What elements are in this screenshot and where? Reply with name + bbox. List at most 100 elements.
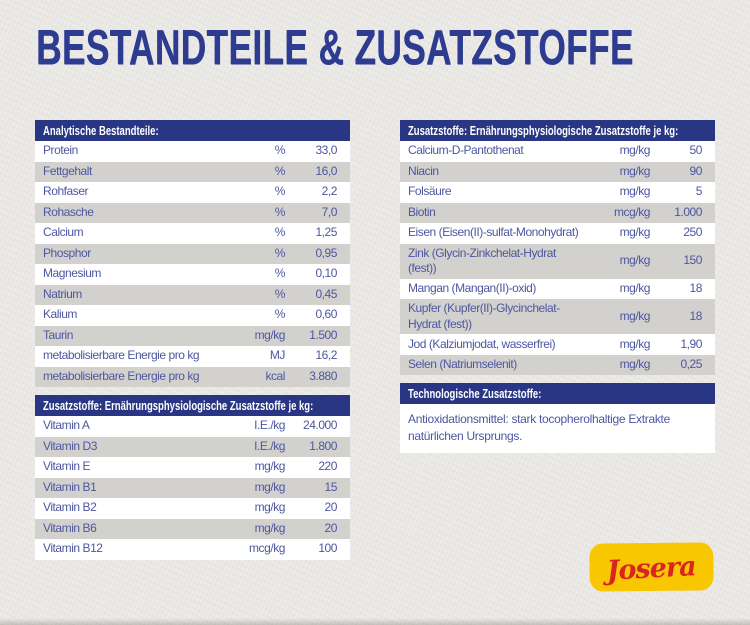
table-row: Vitamin E mg/kg 220 <box>35 457 350 478</box>
row-label: Rohfaser <box>43 184 89 199</box>
analytical-table-body: Protein % 33,0 Fettgehalt % 16,0 Rohfase… <box>35 141 350 387</box>
table-row: Vitamin A I.E./kg 24.000 <box>35 416 350 437</box>
table-row: Rohasche % 7,0 <box>35 202 350 223</box>
row-unit: MJ <box>269 348 286 363</box>
row-value: 16,0 <box>315 163 337 178</box>
row-value: 24.000 <box>302 418 337 433</box>
table-row: Eisen (Eisen(II)-sulfat-Monohydrat) mg/k… <box>400 223 715 244</box>
row-value: 250 <box>683 225 702 240</box>
row-value: 1,90 <box>680 336 702 351</box>
row-value: 50 <box>689 143 703 158</box>
row-value: 0,60 <box>315 307 337 322</box>
minerals-table-header-text: Zusatzstoffe: Ernährungsphysiologische Z… <box>408 123 679 138</box>
row-unit: mg/kg <box>619 225 651 240</box>
row-unit: % <box>274 245 286 260</box>
analytical-table: Analytische Bestandteile: Protein % 33,0… <box>35 120 350 387</box>
row-value: 33,0 <box>315 143 337 158</box>
row-label: Biotin <box>408 204 436 219</box>
technological-table-header: Technologische Zusatzstoffe: <box>400 383 715 405</box>
minerals-table: Zusatzstoffe: Ernährungsphysiologische Z… <box>400 120 715 376</box>
row-value: 5 <box>695 184 703 199</box>
table-row: metabolisierbare Energie pro kg kcal 3.8… <box>35 366 350 387</box>
table-row: Folsäure mg/kg 5 <box>400 182 715 203</box>
table-row: Vitamin B6 mg/kg 20 <box>35 518 350 539</box>
row-label: Natrium <box>43 286 82 301</box>
row-label: Jod (Kalziumjodat, wasserfrei) <box>408 336 556 351</box>
vitamins-table-header: Zusatzstoffe: Ernährungsphysiologische Z… <box>35 395 350 416</box>
row-label: Rohasche <box>43 204 94 219</box>
row-unit: mg/kg <box>254 500 286 515</box>
row-unit: I.E./kg <box>254 438 285 453</box>
table-row: Magnesium % 0,10 <box>35 264 350 285</box>
row-label: Vitamin B12 <box>43 541 103 556</box>
row-value: 0,95 <box>315 245 337 260</box>
row-unit: I.E./kg <box>254 418 285 433</box>
row-label: Folsäure <box>408 184 452 199</box>
row-unit: mcg/kg <box>249 541 285 556</box>
josera-logo-image: Josera <box>589 542 714 592</box>
row-label: Vitamin A <box>43 418 90 433</box>
table-row: Kupfer (Kupfer(II)-Glycinchelat-Hydrat (… <box>400 299 715 335</box>
row-unit: mg/kg <box>619 143 651 158</box>
row-value: 16,2 <box>315 348 337 363</box>
row-value: 0,10 <box>315 266 337 281</box>
row-unit: mg/kg <box>619 308 651 323</box>
analytical-table-header: Analytische Bestandteile: <box>35 120 350 141</box>
row-label: Mangan (Mangan(II)-oxid) <box>408 281 536 296</box>
table-row: Vitamin B2 mg/kg 20 <box>35 498 350 519</box>
row-label: Vitamin B2 <box>43 500 97 515</box>
row-label: Magnesium <box>43 266 101 281</box>
row-label: Vitamin E <box>43 459 91 474</box>
table-row: Calcium-D-Pantothenat mg/kg 50 <box>400 141 715 162</box>
row-unit: % <box>274 266 286 281</box>
technological-note: Antioxidationsmittel: stark tocopherolha… <box>400 404 715 454</box>
row-value: 220 <box>318 459 337 474</box>
left-column: Analytische Bestandteile: Protein % 33,0… <box>35 120 350 568</box>
table-row: Jod (Kalziumjodat, wasserfrei) mg/kg 1,9… <box>400 334 715 355</box>
row-label: Eisen (Eisen(II)-sulfat-Monohydrat) <box>408 225 579 240</box>
row-label: Vitamin B6 <box>43 520 97 535</box>
row-unit: % <box>274 163 286 178</box>
row-label: metabolisierbare Energie pro kg <box>43 368 200 383</box>
row-unit: mg/kg <box>619 163 651 178</box>
row-value: 1.500 <box>309 327 337 342</box>
row-value: 150 <box>683 253 702 268</box>
row-unit: % <box>274 307 286 322</box>
minerals-table-body: Calcium-D-Pantothenat mg/kg 50 Niacin mg… <box>400 141 715 376</box>
row-unit: mg/kg <box>619 336 651 351</box>
row-unit: mg/kg <box>619 184 651 199</box>
row-label: Niacin <box>408 163 439 178</box>
table-row: Vitamin D3 I.E./kg 1.800 <box>35 436 350 457</box>
row-unit: kcal <box>265 368 285 383</box>
row-label: Phosphor <box>43 245 91 260</box>
row-label: Vitamin B1 <box>43 479 97 494</box>
row-value: 3.880 <box>309 368 337 383</box>
technological-table-header-text: Technologische Zusatzstoffe: <box>408 386 542 401</box>
row-unit: mg/kg <box>619 357 651 372</box>
josera-logo-text: Josera <box>601 551 696 587</box>
josera-logo: Josera <box>588 540 715 594</box>
table-row: Kalium % 0,60 <box>35 305 350 326</box>
row-label: Calcium <box>43 225 84 240</box>
row-unit: % <box>274 143 286 158</box>
row-value: 15 <box>324 479 338 494</box>
row-label: Protein <box>43 143 78 158</box>
vitamins-table: Zusatzstoffe: Ernährungsphysiologische Z… <box>35 395 350 560</box>
table-row: Niacin mg/kg 90 <box>400 161 715 182</box>
minerals-table-header: Zusatzstoffe: Ernährungsphysiologische Z… <box>400 120 715 141</box>
table-row: Phosphor % 0,95 <box>35 243 350 264</box>
vitamins-table-header-text: Zusatzstoffe: Ernährungsphysiologische Z… <box>43 398 314 413</box>
table-row: Protein % 33,0 <box>35 141 350 162</box>
row-unit: mcg/kg <box>614 204 650 219</box>
row-value: 2,2 <box>321 184 338 199</box>
row-label: Taurin <box>43 327 73 342</box>
table-row: Natrium % 0,45 <box>35 284 350 305</box>
row-value: 1.000 <box>674 204 702 219</box>
page-title: Bestandteile & Zusatzstoffe <box>36 24 750 73</box>
page-title-text: Bestandteile & Zusatzstoffe <box>36 21 634 75</box>
row-value: 20 <box>324 520 338 535</box>
table-row: Calcium % 1,25 <box>35 223 350 244</box>
technological-table: Technologische Zusatzstoffe: Antioxidati… <box>400 383 715 454</box>
row-label: Kalium <box>43 307 77 322</box>
table-row: Vitamin B1 mg/kg 15 <box>35 477 350 498</box>
